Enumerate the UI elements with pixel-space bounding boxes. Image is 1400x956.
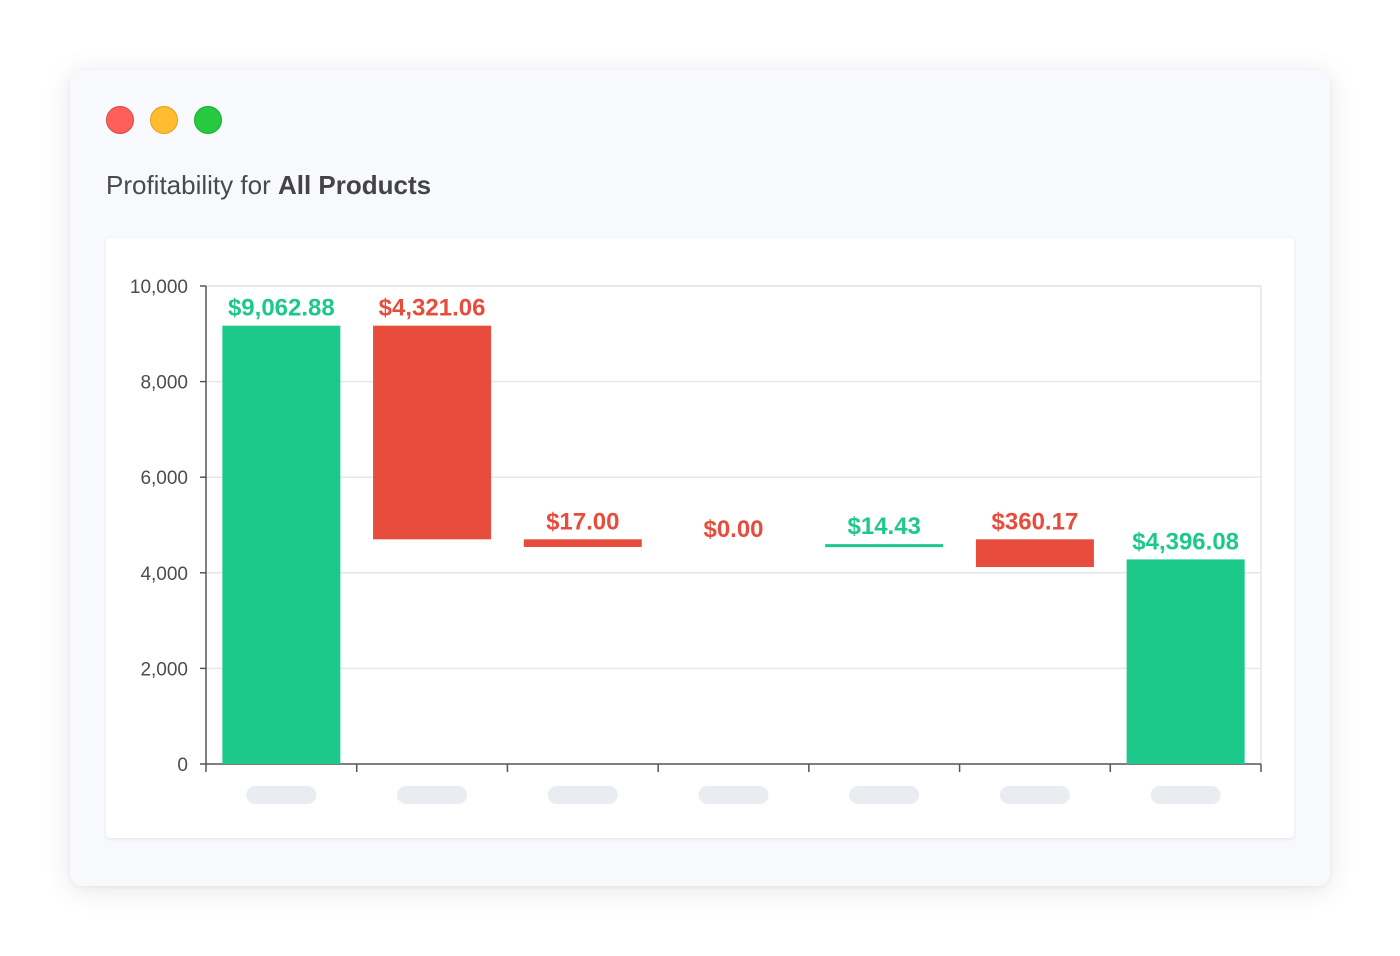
maximize-window-button[interactable] — [194, 106, 222, 134]
category-label-placeholder — [999, 786, 1070, 804]
y-tick-label: 8,000 — [140, 373, 188, 394]
bar-value-label: $17.00 — [546, 508, 619, 535]
category-label-placeholder — [397, 786, 468, 804]
y-tick-label: 10,000 — [130, 277, 188, 298]
bar — [523, 539, 642, 547]
bar-value-label: $4,396.08 — [1132, 528, 1239, 555]
bar-value-label: $4,321.06 — [379, 295, 486, 322]
category-label-placeholder — [698, 786, 769, 804]
close-window-button[interactable] — [106, 106, 134, 134]
bar-value-label: $9,062.88 — [228, 295, 335, 322]
bar — [975, 539, 1094, 568]
bar-value-label: $14.43 — [848, 513, 921, 540]
page-title: Profitability for All Products — [106, 170, 431, 201]
title-prefix: Profitability for — [106, 170, 278, 200]
category-label-placeholder — [1150, 786, 1221, 804]
category-label-placeholder — [849, 786, 920, 804]
bar-value-label: $360.17 — [992, 508, 1079, 535]
bar — [222, 325, 341, 764]
category-label-placeholder — [246, 786, 317, 804]
chart-card: 0 2,000 4,000 6,000 8,000 10,000 $9,062.88 $4,3… — [106, 238, 1294, 838]
category-label-placeholder — [547, 786, 618, 804]
waterfall-chart: 0 2,000 4,000 6,000 8,000 10,000 $9,062.88 $4,3… — [130, 277, 1262, 804]
bar — [1126, 559, 1245, 764]
minimize-window-button[interactable] — [150, 106, 178, 134]
y-tick-label: 2,000 — [140, 659, 188, 680]
title-emphasis: All Products — [277, 170, 432, 200]
y-tick-label: 4,000 — [140, 564, 188, 585]
bar — [373, 325, 492, 540]
y-tick-label: 6,000 — [140, 468, 188, 489]
bar-value-label: $0.00 — [703, 516, 763, 543]
y-tick-label: 0 — [177, 755, 188, 776]
app-window: Profitability for All Products 0 2,000 4,0… — [70, 70, 1330, 886]
bar — [825, 544, 944, 548]
